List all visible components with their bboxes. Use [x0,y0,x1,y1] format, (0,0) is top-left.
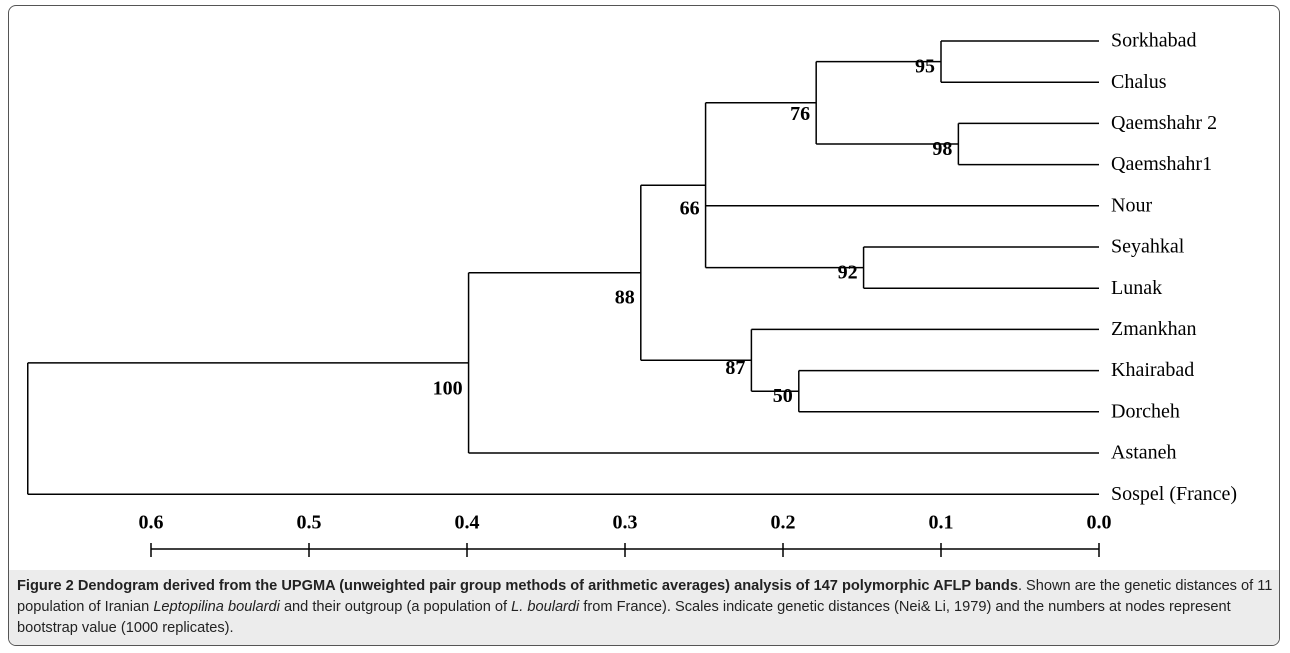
caption-text: from France). Scales indicate genetic di… [17,599,1231,636]
x-tick-label: 0.3 [613,512,638,534]
caption-italic: L. boulardi [511,599,580,615]
caption-label: Figure 2 Dendogram derived from the UPGM… [17,578,1018,594]
bootstrap-label: 92 [838,261,858,283]
bootstrap-label: 95 [915,55,935,77]
leaf-label: Dorcheh [1111,400,1180,422]
leaf-label: Nour [1111,194,1152,216]
figure: 0.6 0.5 0.4 0.3 0.2 0.1 0.0 Sorkhabad Chalus 95 Qa… [8,5,1280,646]
bootstrap-label: 76 [790,103,810,125]
caption: Figure 2 Dendogram derived from the UPGM… [9,570,1279,645]
x-tick-label: 0.0 [1087,512,1112,534]
x-tick-label: 0.1 [929,512,954,534]
x-tick-label: 0.4 [455,512,480,534]
bootstrap-label: 50 [773,385,793,407]
bootstrap-label: 66 [680,198,700,220]
leaf-label: Qaemshahr1 [1111,153,1212,175]
chart: 0.6 0.5 0.4 0.3 0.2 0.1 0.0 Sorkhabad Chalus 95 Qa… [27,30,1237,557]
bootstrap-label: 100 [433,378,463,400]
leaf-label: Zmankhan [1111,318,1197,340]
bootstrap-label: 88 [615,287,635,309]
leaf-label: Chalus [1111,71,1167,93]
x-tick-label: 0.2 [771,512,796,534]
leaf-label: Astaneh [1111,442,1177,464]
caption-text: . Shown are the genetic distances of 11 … [17,578,1273,615]
caption-text: and their outgroup (a population of [279,599,512,615]
leaf-label: Khairabad [1111,359,1194,381]
bootstrap-label: 98 [932,138,952,160]
bootstrap-label: 87 [725,357,745,379]
caption-italic: Leptopilina boulardi [153,599,280,615]
x-tick-label: 0.6 [139,512,164,534]
leaf-label: Lunak [1111,277,1162,299]
leaf-label: Qaemshahr 2 [1111,112,1217,134]
x-tick-label: 0.5 [297,512,322,534]
leaf-label: Sorkhabad [1111,30,1197,52]
leaf-label: Seyahkal [1111,236,1185,258]
leaf-label: Sospel (France) [1111,483,1237,505]
